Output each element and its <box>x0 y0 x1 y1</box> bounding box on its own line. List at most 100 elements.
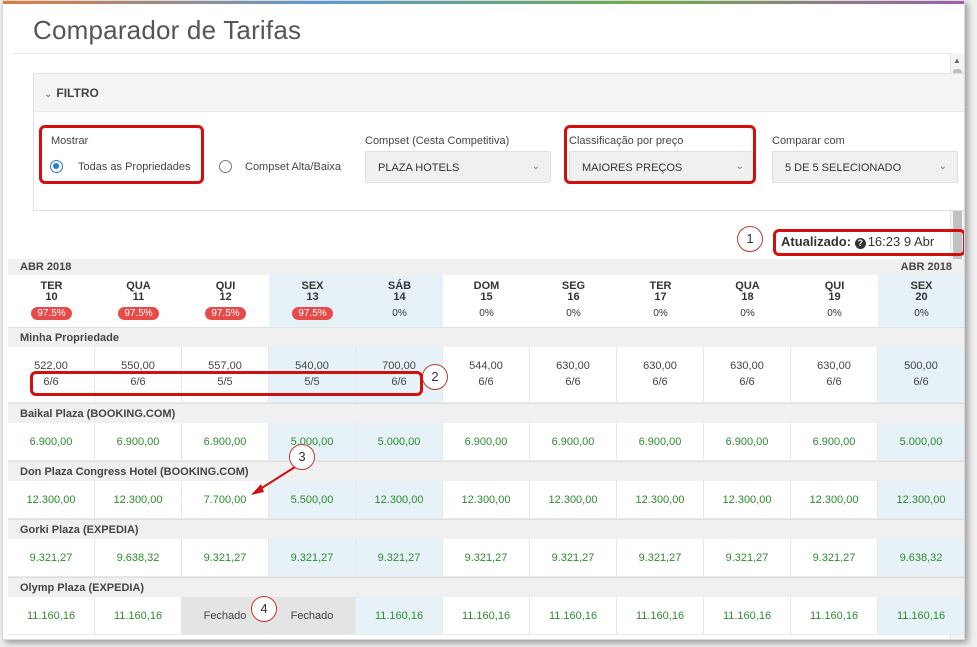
occupancy-badge: 0% <box>914 308 929 319</box>
competitor-name: Don Plaza Congress Hotel (BOOKING.COM) <box>8 461 964 481</box>
day-name: TER <box>649 280 672 292</box>
chevron-down-icon: ⌄ <box>531 161 540 172</box>
competitor-rate-cell[interactable]: 5.000,00 <box>878 423 964 460</box>
occupancy-badge: 97.5% <box>292 307 333 320</box>
day-column-header: SÁB 14 0% <box>356 275 443 327</box>
competitor-rate-cell[interactable]: 12.300,00 <box>791 481 878 518</box>
rate-grid: ABR 2018 ABR 2018 TER 10 97.5% QUA 11 97.5% QU… <box>8 259 964 635</box>
closed-rate-cell[interactable]: Fechado <box>269 597 356 634</box>
compset-label: Compset (Cesta Competitiva) <box>365 135 510 147</box>
competitor-rate-cell[interactable]: 12.300,00 <box>356 481 443 518</box>
competitor-rate-cell[interactable]: 6.900,00 <box>617 423 704 460</box>
my-property-availability: 6/6 <box>565 376 581 388</box>
competitor-rate-cell[interactable]: 6.900,00 <box>530 423 617 460</box>
my-property-availability: 6/6 <box>826 376 842 388</box>
filter-toggle[interactable]: ⌄ FILTRO <box>34 74 964 112</box>
updated-value: 16:23 9 Abr <box>867 234 935 249</box>
my-property-cell[interactable]: 630,00 6/6 <box>530 347 617 402</box>
competitor-rate-cell[interactable]: 9.321,27 <box>269 539 356 576</box>
competitor-rate-cell[interactable]: 11.160,16 <box>443 597 530 634</box>
competitor-rate-cell[interactable]: 9.321,27 <box>182 539 269 576</box>
competitor-rate-cell[interactable]: 9.638,32 <box>878 539 964 576</box>
competitor-rate-cell[interactable]: 6.900,00 <box>791 423 878 460</box>
day-name: QUA <box>735 280 760 292</box>
my-property-availability: 6/6 <box>652 376 668 388</box>
radio-compset-alta-baixa[interactable] <box>219 160 232 173</box>
competitor-rate-cell[interactable]: 9.321,27 <box>791 539 878 576</box>
competitor-rate-cell[interactable]: 9.321,27 <box>443 539 530 576</box>
my-property-price: 630,00 <box>730 360 764 372</box>
competitor-rate-cell[interactable]: 9.321,27 <box>617 539 704 576</box>
classificacao-select-value: MAIORES PREÇOS <box>582 162 683 174</box>
my-property-cell[interactable]: 630,00 6/6 <box>704 347 791 402</box>
radio-todas-propriedades[interactable] <box>50 160 63 173</box>
day-column-header: TER 17 0% <box>617 275 704 327</box>
day-number: 17 <box>654 291 667 303</box>
day-name: SEX <box>910 280 933 292</box>
competitor-rate-cell[interactable]: 7.700,00 <box>182 481 269 518</box>
day-column-header: SEX 20 0% <box>878 275 964 327</box>
my-property-cell[interactable]: 540,00 5/5 <box>269 347 356 402</box>
competitor-row: 9.321,27 9.638,32 9.321,27 9.321,27 9.321,27… <box>8 539 964 577</box>
competitor-rate-cell[interactable]: 11.160,16 <box>95 597 182 634</box>
competitor-rate-cell[interactable]: 9.321,27 <box>8 539 95 576</box>
competitor-rate-cell[interactable]: 6.900,00 <box>95 423 182 460</box>
my-property-availability: 5/5 <box>217 376 233 388</box>
competitor-rate-cell[interactable]: 6.900,00 <box>704 423 791 460</box>
my-property-price: 700,00 <box>382 360 416 372</box>
competitor-rate-cell[interactable]: 11.160,16 <box>878 597 964 634</box>
competitor-rate-cell[interactable]: 12.300,00 <box>95 481 182 518</box>
my-property-availability: 6/6 <box>739 376 755 388</box>
comparar-select[interactable]: 5 DE 5 SELECIONADO ⌄ <box>772 151 958 183</box>
competitor-rate-cell[interactable]: 9.321,27 <box>704 539 791 576</box>
competitor-rate-cell[interactable]: 12.300,00 <box>530 481 617 518</box>
competitor-rate-cell[interactable]: 12.300,00 <box>8 481 95 518</box>
question-circle-icon[interactable]: ? <box>854 238 866 249</box>
radio-compset-alta-baixa-label[interactable]: Compset Alta/Baixa <box>245 161 341 173</box>
competitor-rate-cell[interactable]: 12.300,00 <box>704 481 791 518</box>
app-window: Comparador de Tarifas ▲ ⌄ FILTRO Mostrar … <box>2 0 965 640</box>
competitor-rate-cell[interactable]: 11.160,16 <box>617 597 704 634</box>
occupancy-badge: 0% <box>479 308 494 319</box>
compset-select[interactable]: PLAZA HOTELS ⌄ <box>365 151 551 183</box>
competitor-rate-cell[interactable]: 12.300,00 <box>443 481 530 518</box>
occupancy-badge: 0% <box>392 308 407 319</box>
page-title: Comparador de Tarifas <box>33 15 302 45</box>
occupancy-badge: 0% <box>653 308 668 319</box>
my-property-cell[interactable]: 522,00 6/6 <box>8 347 95 402</box>
my-property-cell[interactable]: 550,00 6/6 <box>95 347 182 402</box>
day-name: TER <box>40 280 63 292</box>
competitor-rate-cell[interactable]: 11.160,16 <box>704 597 791 634</box>
competitor-rate-cell[interactable]: 6.900,00 <box>443 423 530 460</box>
compset-select-value: PLAZA HOTELS <box>378 162 460 174</box>
competitor-rate-cell[interactable]: 11.160,16 <box>791 597 878 634</box>
competitor-rate-cell[interactable]: 5.500,00 <box>269 481 356 518</box>
my-property-cell[interactable]: 630,00 6/6 <box>791 347 878 402</box>
competitor-rate-cell[interactable]: 5.000,00 <box>356 423 443 460</box>
competitor-rate-cell[interactable]: 11.160,16 <box>530 597 617 634</box>
competitor-rate-cell[interactable]: 6.900,00 <box>182 423 269 460</box>
scroll-up-arrow-icon[interactable]: ▲ <box>953 56 961 65</box>
competitor-rate-cell[interactable]: 9.321,27 <box>356 539 443 576</box>
competitor-rate-cell[interactable]: 9.638,32 <box>95 539 182 576</box>
my-property-cell[interactable]: 557,00 5/5 <box>182 347 269 402</box>
my-property-cell[interactable]: 500,00 6/6 <box>878 347 964 402</box>
occupancy-badge: 0% <box>827 308 842 319</box>
competitor-rate-cell[interactable]: 12.300,00 <box>878 481 964 518</box>
my-property-header: Minha Propriedade <box>8 327 964 347</box>
occupancy-badge: 97.5% <box>205 307 246 320</box>
radio-todas-propriedades-label[interactable]: Todas as Propriedades <box>78 161 191 173</box>
my-property-availability: 6/6 <box>43 376 59 388</box>
my-property-price: 550,00 <box>121 360 155 372</box>
competitor-rate-cell[interactable]: 11.160,16 <box>8 597 95 634</box>
classificacao-select[interactable]: MAIORES PREÇOS ⌄ <box>569 151 755 183</box>
competitor-name: Baikal Plaza (BOOKING.COM) <box>8 403 964 423</box>
my-property-cell[interactable]: 630,00 6/6 <box>617 347 704 402</box>
competitor-rate-cell[interactable]: 9.321,27 <box>530 539 617 576</box>
competitor-rate-cell[interactable]: 12.300,00 <box>617 481 704 518</box>
my-property-cell[interactable]: 544,00 6/6 <box>443 347 530 402</box>
competitor-rate-cell[interactable]: 6.900,00 <box>8 423 95 460</box>
competitor-rate-cell[interactable]: 11.160,16 <box>356 597 443 634</box>
day-column-header: QUI 19 0% <box>791 275 878 327</box>
my-property-price: 630,00 <box>556 360 590 372</box>
